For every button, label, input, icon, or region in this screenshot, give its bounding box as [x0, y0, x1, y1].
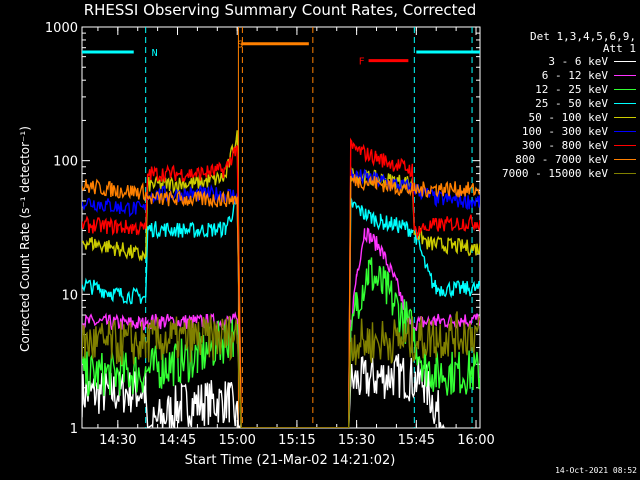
legend-entry: 25 - 50 keV	[535, 97, 636, 110]
x-axis-label: Start Time (21-Mar-02 14:21:02)	[184, 453, 396, 468]
x-tick-label: 14:45	[159, 433, 196, 448]
x-tick-label: 14:30	[99, 433, 136, 448]
timestamp-footer: 14-Oct-2021 08:52	[555, 466, 637, 475]
y-tick-label: 1000	[45, 21, 78, 36]
series-line	[82, 137, 480, 428]
x-tick-label: 15:15	[278, 433, 315, 448]
legend-label: 300 - 800 keV	[521, 139, 608, 152]
legend-label: 100 - 300 keV	[521, 125, 608, 138]
legend-entry: 7000 - 15000 keV	[502, 167, 636, 180]
x-tick-label: 16:00	[457, 433, 494, 448]
legend-label: 12 - 25 keV	[535, 83, 608, 96]
x-tick-label: 15:45	[398, 433, 435, 448]
legend-label: 800 - 7000 keV	[515, 153, 608, 166]
legend-entry: 100 - 300 keV	[522, 125, 636, 138]
legend-header-attenuator: Att 1	[602, 42, 636, 55]
legend-label: 7000 - 15000 keV	[502, 167, 608, 180]
legend-swatch	[614, 159, 636, 160]
legend-entry: 3 - 6 keV	[548, 55, 636, 68]
legend-entry: 800 - 7000 keV	[515, 153, 636, 166]
legend-swatch	[614, 117, 636, 118]
y-tick-label: 10	[61, 288, 78, 303]
x-tick-label: 15:30	[338, 433, 375, 448]
legend-entry: 6 - 12 keV	[542, 69, 636, 82]
legend-entry: 300 - 800 keV	[522, 139, 636, 152]
legend-header-detectors: Det 1,3,4,5,6,9,	[530, 30, 636, 43]
legend-swatch	[614, 103, 636, 104]
legend-label: 25 - 50 keV	[535, 97, 608, 110]
annotation-label: S	[237, 40, 243, 51]
plot-frame	[81, 26, 481, 429]
legend-label: 6 - 12 keV	[541, 69, 608, 82]
legend-swatch	[614, 145, 636, 146]
legend-swatch	[614, 173, 636, 174]
legend-label: 3 - 6 keV	[548, 55, 608, 68]
y-tick-label: 1	[70, 422, 78, 437]
legend-swatch	[614, 61, 636, 62]
series-line	[82, 174, 480, 428]
y-tick-label: 100	[53, 155, 78, 170]
annotation-label: F	[359, 57, 365, 68]
x-tick-label: 15:00	[218, 433, 255, 448]
legend-swatch	[614, 89, 636, 90]
annotation-label: N	[152, 48, 158, 59]
series-line	[82, 257, 480, 428]
legend-entry: 12 - 25 keV	[535, 83, 636, 96]
chart-title: RHESSI Observing Summary Count Rates, Co…	[83, 1, 477, 19]
legend-swatch	[614, 75, 636, 76]
legend-swatch	[614, 131, 636, 132]
legend-label: 50 - 100 keV	[528, 111, 608, 124]
series-line	[82, 311, 480, 428]
legend-entry: 50 - 100 keV	[529, 111, 636, 124]
